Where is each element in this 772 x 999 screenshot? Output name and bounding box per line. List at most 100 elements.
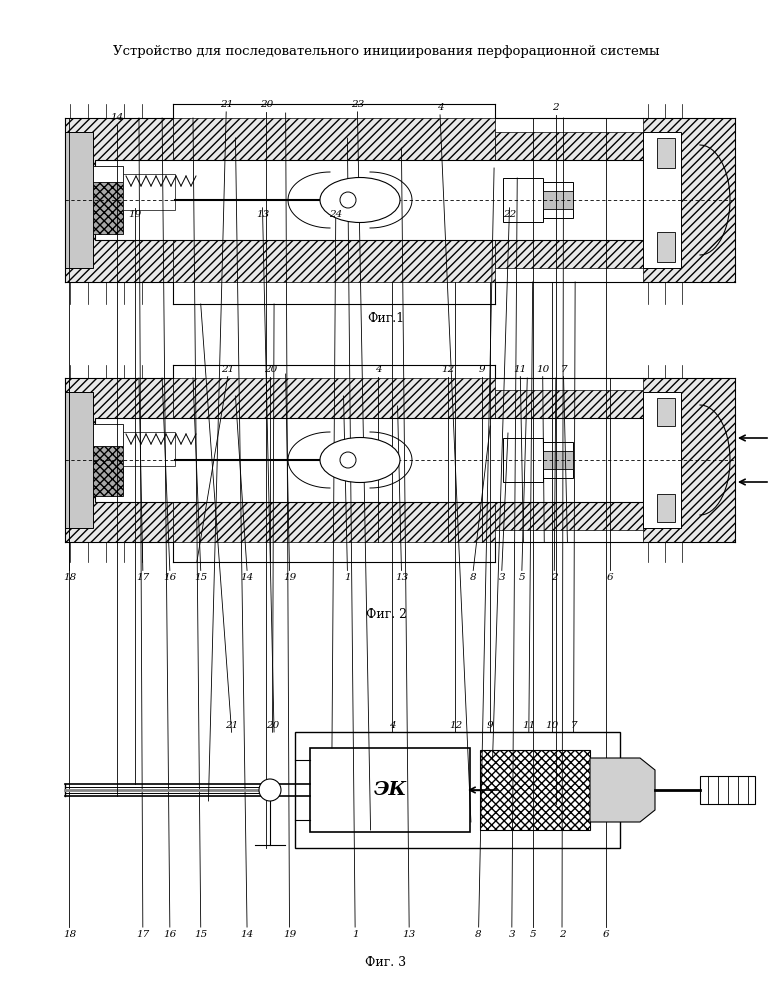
Bar: [95, 160, 643, 240]
Ellipse shape: [320, 438, 400, 483]
Bar: [657, 398, 675, 426]
Circle shape: [259, 779, 281, 801]
Circle shape: [553, 459, 563, 469]
Text: 8: 8: [470, 572, 476, 582]
Bar: [173, 118, 495, 160]
Text: 18: 18: [63, 572, 76, 582]
Bar: [543, 451, 573, 469]
Text: 20: 20: [259, 100, 273, 110]
Bar: [643, 118, 735, 282]
Bar: [65, 378, 173, 542]
Text: 15: 15: [194, 572, 208, 582]
Text: 21: 21: [225, 720, 239, 730]
Circle shape: [553, 451, 563, 461]
Text: 17: 17: [136, 572, 150, 582]
Bar: [480, 750, 590, 830]
Bar: [495, 496, 643, 530]
Bar: [543, 182, 573, 218]
Bar: [543, 442, 573, 478]
Bar: [503, 178, 543, 222]
Text: 5: 5: [530, 929, 536, 939]
Text: 24: 24: [329, 210, 343, 220]
Text: 19: 19: [128, 210, 142, 220]
Bar: [503, 438, 543, 482]
Text: 19: 19: [283, 929, 296, 939]
Bar: [700, 776, 755, 804]
Text: 2: 2: [553, 103, 559, 113]
Polygon shape: [590, 758, 655, 822]
Circle shape: [340, 452, 356, 468]
Text: 2: 2: [551, 572, 557, 582]
Bar: [495, 233, 643, 268]
Text: 5: 5: [519, 572, 525, 582]
Text: 13: 13: [394, 572, 408, 582]
Bar: [643, 392, 681, 528]
Text: 2: 2: [559, 929, 565, 939]
Ellipse shape: [320, 178, 400, 223]
Bar: [65, 132, 93, 268]
Text: 13: 13: [256, 210, 269, 220]
Text: 21: 21: [221, 365, 235, 375]
Bar: [65, 392, 93, 528]
Text: 13: 13: [402, 929, 416, 939]
Text: 4: 4: [375, 365, 381, 375]
Text: 9: 9: [479, 365, 485, 375]
Text: 12: 12: [441, 365, 455, 375]
Bar: [93, 182, 123, 234]
Text: 12: 12: [449, 720, 462, 730]
Bar: [93, 166, 123, 218]
Text: 11: 11: [522, 720, 536, 730]
Text: 18: 18: [63, 929, 76, 939]
Text: 20: 20: [263, 365, 277, 375]
Text: 11: 11: [513, 365, 527, 375]
Text: 6: 6: [603, 929, 609, 939]
Bar: [173, 502, 495, 542]
Bar: [65, 118, 173, 282]
Bar: [173, 240, 495, 282]
Text: 7: 7: [560, 365, 567, 375]
Bar: [93, 424, 123, 474]
Text: Фиг. 2: Фиг. 2: [365, 607, 407, 620]
Bar: [123, 174, 175, 210]
Bar: [543, 191, 573, 209]
Text: 14: 14: [110, 113, 124, 123]
Text: 17: 17: [136, 929, 150, 939]
Text: 22: 22: [503, 210, 516, 220]
Bar: [173, 378, 495, 418]
Bar: [495, 132, 643, 167]
Bar: [65, 787, 260, 793]
Bar: [657, 138, 675, 168]
Bar: [123, 432, 175, 466]
Text: Устройство для последовательного инициирования перфорационной системы: Устройство для последовательного инициир…: [113, 46, 659, 59]
Text: 10: 10: [545, 720, 559, 730]
Bar: [657, 494, 675, 522]
Bar: [657, 232, 675, 262]
Bar: [95, 418, 643, 502]
Text: 20: 20: [266, 720, 279, 730]
Text: ЭК: ЭК: [374, 781, 407, 799]
Text: 10: 10: [536, 365, 550, 375]
Circle shape: [553, 193, 563, 203]
Bar: [295, 732, 620, 848]
Text: 8: 8: [476, 929, 482, 939]
Bar: [495, 390, 643, 424]
Text: 7: 7: [571, 720, 577, 730]
Text: 4: 4: [389, 720, 395, 730]
Text: 9: 9: [487, 720, 493, 730]
Text: 1: 1: [352, 929, 358, 939]
Text: 3: 3: [499, 572, 505, 582]
Text: 6: 6: [607, 572, 613, 582]
Text: 21: 21: [219, 100, 233, 110]
Bar: [643, 378, 735, 542]
Text: 23: 23: [350, 100, 364, 110]
Text: 19: 19: [283, 572, 296, 582]
Circle shape: [340, 192, 356, 208]
Text: Фиг.1: Фиг.1: [367, 312, 405, 325]
Text: 1: 1: [344, 572, 350, 582]
Bar: [93, 446, 123, 496]
Text: 14: 14: [240, 572, 254, 582]
Text: 14: 14: [240, 929, 254, 939]
Bar: [310, 748, 470, 832]
Text: 4: 4: [437, 103, 443, 113]
Text: 16: 16: [163, 572, 177, 582]
